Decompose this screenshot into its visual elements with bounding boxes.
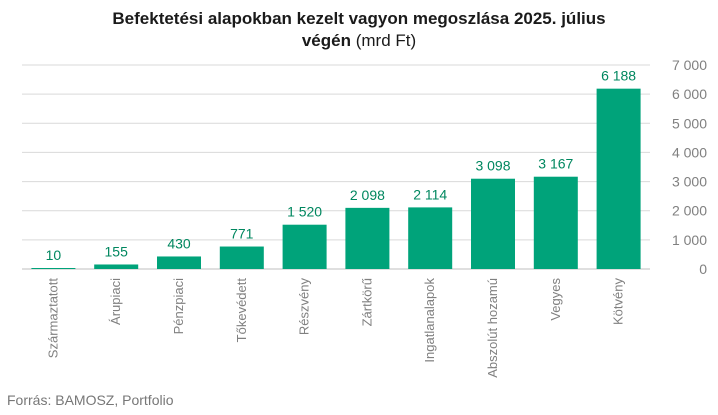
x-tick-label: Zártkörű <box>359 278 374 326</box>
y-tick-label: 1 000 <box>672 232 707 248</box>
data-label: 1 520 <box>287 204 322 220</box>
bar <box>219 246 264 269</box>
chart-title-line1: Befektetési alapokban kezelt vagyon mego… <box>112 9 606 28</box>
x-tick-label: Részvény <box>297 278 312 336</box>
bars <box>31 88 641 269</box>
data-label: 771 <box>230 226 254 242</box>
y-tick-label: 6 000 <box>672 86 707 102</box>
bar <box>408 207 453 269</box>
x-axis: Származtatott Árupiaci Pénzpiaci Tőkevédett… <box>45 278 625 378</box>
data-label: 155 <box>105 243 129 259</box>
y-tick-label: 4 000 <box>672 144 707 160</box>
bar <box>596 88 641 269</box>
y-tick-label: 7 000 <box>672 57 707 73</box>
chart-title-unit: (mrd Ft) <box>350 31 417 50</box>
data-label: 3 167 <box>538 156 573 172</box>
data-label: 6 188 <box>601 68 636 84</box>
x-tick-label: Árupiaci <box>108 278 123 325</box>
chart-title-line2: végén (mrd Ft) <box>0 30 718 52</box>
data-label: 2 098 <box>350 187 385 203</box>
x-tick-label: Származtatott <box>45 278 60 359</box>
x-tick-label: Tőkevédett <box>234 278 249 343</box>
data-labels: 10 155 430 771 1 520 2 098 2 114 3 098 3 167 6 18… <box>46 68 637 263</box>
y-tick-label: 2 000 <box>672 203 707 219</box>
y-axis: 0 1 000 2 000 3 000 4 000 5 000 6 000 7 000 <box>672 57 707 277</box>
data-label: 2 114 <box>413 186 447 202</box>
x-tick-label: Kötvény <box>611 278 626 325</box>
y-tick-label: 3 000 <box>672 174 707 190</box>
data-label: 3 098 <box>475 158 510 174</box>
bar <box>345 207 390 269</box>
bar <box>471 178 515 269</box>
data-label: 430 <box>167 235 191 251</box>
y-tick-label: 5 000 <box>672 115 707 131</box>
bar <box>31 268 76 269</box>
source-note: Forrás: BAMOSZ, Portfolio <box>7 392 174 408</box>
x-tick-label: Abszolút hozamú <box>485 278 500 378</box>
chart-title-line2-bold: végén <box>301 31 351 50</box>
bar <box>157 256 201 269</box>
bar <box>533 176 578 269</box>
x-tick-label: Pénzpiaci <box>171 278 186 334</box>
chart-title: Befektetési alapokban kezelt vagyon mego… <box>0 8 718 52</box>
bar <box>94 264 139 269</box>
bar <box>282 224 327 269</box>
y-tick-label: 0 <box>699 261 707 277</box>
x-tick-label: Ingatlanalapok <box>422 278 437 363</box>
x-tick-label: Vegyes <box>548 278 563 321</box>
data-label: 10 <box>46 247 62 263</box>
